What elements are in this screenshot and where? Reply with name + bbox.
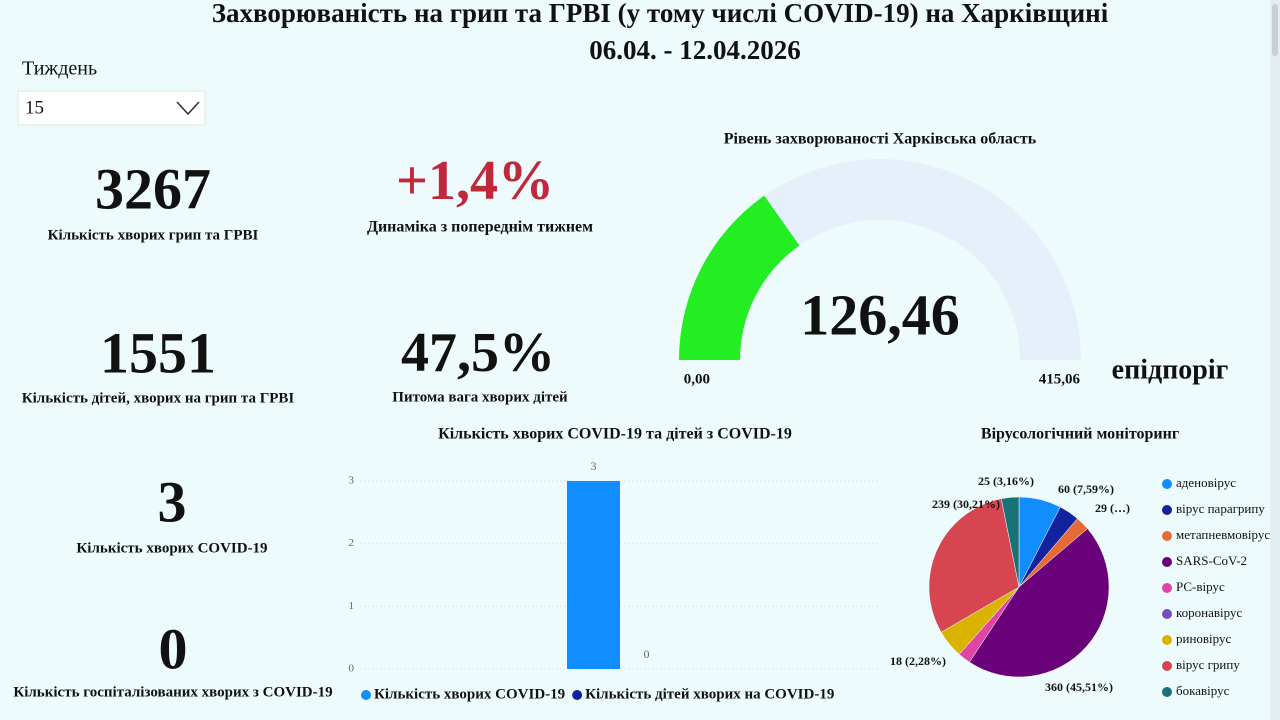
data-label: 25 (3,16%) (978, 474, 1034, 488)
legend-label: коронавірус (1176, 605, 1242, 620)
y-tick-label: 1 (349, 600, 355, 612)
legend-marker (1162, 557, 1172, 567)
data-label: 239 (30,21%) (932, 497, 1000, 511)
dropdown-box[interactable] (17, 90, 206, 126)
title: Захворюваність на грип та ГРВІ (у тому ч… (212, 0, 1109, 28)
kpi-value: 3267 (95, 156, 211, 221)
kpi-value: 47,5% (401, 322, 555, 384)
dates: 06.04. - 12.04.2026 (589, 35, 801, 65)
chart-title: Вірусологічний моніторинг (981, 426, 1179, 443)
legend-label: РС-вірус (1176, 579, 1225, 594)
legend-marker (1162, 609, 1172, 619)
legend-label: вірус парагрипу (1176, 501, 1265, 516)
chart-title: Кількість хворих COVID-19 та дітей з COV… (438, 426, 792, 443)
dropdown-value[interactable]: 15 (25, 97, 44, 118)
gauge-target-label: епідпоріг (1112, 354, 1229, 385)
legend-marker (1162, 479, 1172, 489)
filter-label: Тиждень (22, 58, 97, 80)
data-label: 18 (2,28%) (890, 654, 946, 668)
data-label: 3 (591, 459, 597, 473)
kpi-label: Кількість хворих COVID-19 (76, 540, 267, 556)
kpi-label: Питома вага хворих дітей (392, 389, 568, 405)
legend-marker (572, 690, 583, 700)
kpi-label: Кількість дітей, хворих на грип та ГРВІ (22, 390, 295, 406)
gauge-min: 0,00 (684, 371, 710, 387)
legend-marker (1162, 583, 1172, 593)
legend-label: Кількість дітей хворих на COVID-19 (585, 686, 834, 702)
kpi-label: Динаміка з попереднім тижнем (367, 219, 593, 236)
dropdown-chevron[interactable] (176, 101, 200, 116)
legend-marker (361, 690, 371, 700)
pie-slice (1000, 496, 1020, 588)
pie-slice (928, 498, 1020, 633)
data-label: 29 (…) (1095, 501, 1130, 515)
y-tick-label: 2 (349, 537, 355, 549)
gauge-value: 126,46 (800, 282, 960, 347)
kpi-value: 1551 (100, 320, 216, 385)
legend-label: риновірус (1176, 631, 1231, 646)
legend-label: метапневмовірус (1176, 527, 1270, 542)
gauge-max: 415,06 (1039, 371, 1081, 387)
legend-label: бокавірус (1176, 683, 1230, 698)
kpi-label: Кількість хворих грип та ГРВІ (48, 227, 259, 243)
scrollbar-track (1270, 0, 1280, 720)
scrollbar-thumb[interactable] (1272, 4, 1278, 56)
y-tick-label: 3 (349, 475, 355, 487)
y-tick-label: 0 (349, 663, 355, 675)
kpi-value: +1,4% (396, 150, 554, 212)
pie-slice (969, 528, 1110, 678)
legend-label: SARS-CoV-2 (1176, 553, 1247, 568)
legend-marker (1162, 635, 1172, 645)
gauge-track (679, 159, 1081, 360)
legend-marker (1162, 687, 1172, 697)
data-label: 360 (45,51%) (1045, 680, 1113, 694)
legend-label: вірус грипу (1176, 657, 1240, 672)
legend-label: аденовірус (1176, 475, 1236, 490)
kpi-label: Кількість госпіталізованих хворих з COVI… (13, 684, 332, 700)
legend-marker (1162, 661, 1172, 671)
bar (567, 481, 620, 669)
kpi-value: 3 (158, 469, 187, 534)
data-label: 60 (7,59%) (1058, 482, 1114, 496)
gauge-fill (678, 195, 800, 360)
dropdown[interactable]: 15 (17, 90, 206, 126)
data-label: 0 (644, 647, 650, 661)
legend-marker (1162, 505, 1172, 515)
gauge-title: Рівень захворюваності Харківська область (724, 131, 1037, 148)
legend-label: Кількість хворих COVID-19 (374, 686, 565, 702)
legend-marker (1162, 531, 1172, 541)
kpi-value: 0 (159, 616, 188, 681)
